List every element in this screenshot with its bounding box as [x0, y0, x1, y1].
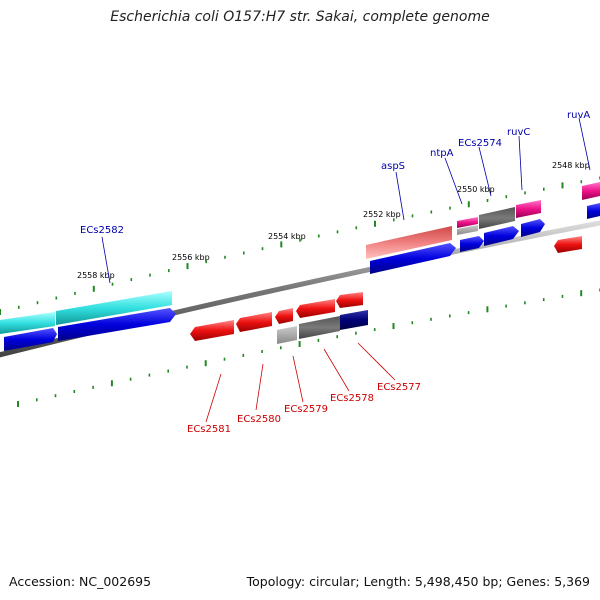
gene-ecs2574[interactable] — [479, 207, 515, 229]
label-ecs2581: ECs2581 — [187, 424, 231, 435]
gene-arrow-6[interactable] — [521, 219, 545, 237]
gene-ecs2577b[interactable] — [340, 310, 368, 330]
gene-ecs2579b[interactable] — [277, 326, 297, 344]
gene-ecs2583[interactable] — [0, 312, 55, 334]
lower-tick-track — [17, 288, 600, 407]
forward-strand-arrows — [4, 203, 600, 351]
forward-strand-genes — [0, 182, 600, 334]
gene-arrow-7[interactable] — [587, 203, 600, 219]
gene-arrow-5[interactable] — [484, 226, 519, 246]
bottom-gene-labels: ECs2581 ECs2580 ECs2579 ECs2578 ECs2577 — [187, 342, 421, 435]
gene-ecs2578a[interactable] — [296, 299, 335, 318]
gene-ecs2580[interactable] — [236, 312, 272, 332]
map-title: Escherichia coli O157:H7 str. Sakai, com… — [110, 9, 490, 25]
label-ecs2582: ECs2582 — [80, 225, 124, 236]
kbp-label: 2552 kbp — [363, 210, 401, 219]
genome-summary-text: Topology: circular; Length: 5,498,450 bp… — [246, 574, 590, 589]
gene-ecs2581[interactable] — [190, 320, 234, 341]
gene-ecs2577a[interactable] — [336, 292, 363, 308]
kbp-label: 2548 kbp — [552, 161, 590, 170]
gene-arrow-4[interactable] — [460, 236, 484, 252]
label-ntpa: ntpA — [430, 148, 454, 159]
label-asps: aspS — [381, 161, 405, 172]
gene-ruvc[interactable] — [516, 200, 541, 218]
kbp-label: 2556 kbp — [172, 253, 210, 262]
label-ecs2577: ECs2577 — [377, 382, 421, 393]
kbp-label: 2558 kbp — [77, 271, 115, 280]
gene-arrow-2[interactable] — [58, 308, 176, 341]
gene-red-right[interactable] — [554, 236, 582, 253]
gene-ntpa-bottom[interactable] — [457, 225, 478, 235]
label-ecs2578: ECs2578 — [330, 393, 374, 404]
gene-ecs2578b[interactable] — [299, 316, 340, 339]
gene-ecs2582[interactable] — [56, 291, 172, 325]
label-ecs2580: ECs2580 — [237, 414, 281, 425]
gene-ecs2579a[interactable] — [275, 308, 293, 324]
kbp-label: 2554 kbp — [268, 232, 306, 241]
gene-asps[interactable] — [366, 226, 452, 259]
top-gene-labels: ECs2582 aspS ntpA ECs2574 ruvC ruvA — [80, 110, 591, 284]
gene-arrow-1[interactable] — [4, 328, 57, 351]
label-ruvc: ruvC — [507, 127, 530, 138]
label-ecs2579: ECs2579 — [284, 404, 328, 415]
gene-arrow-3[interactable] — [370, 243, 456, 274]
gene-ntpa-top[interactable] — [457, 217, 478, 228]
label-ruva: ruvA — [567, 110, 590, 121]
upper-tick-track — [0, 176, 600, 315]
label-ecs2574: ECs2574 — [458, 138, 502, 149]
gene-ruva[interactable] — [582, 182, 600, 200]
kbp-tick-labels: 2558 kbp 2556 kbp 2554 kbp 2552 kbp 2550… — [77, 161, 590, 280]
kbp-label: 2550 kbp — [457, 185, 495, 194]
accession-text: Accession: NC_002695 — [9, 574, 152, 589]
reverse-strand-genes — [190, 236, 582, 344]
